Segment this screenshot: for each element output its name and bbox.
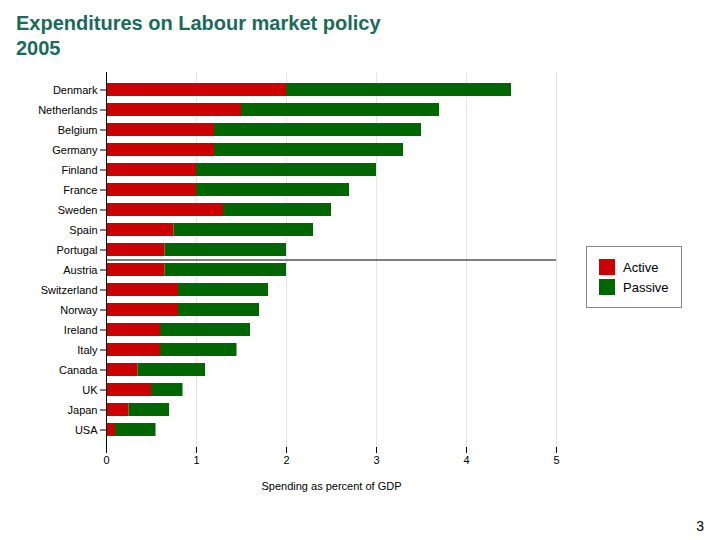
svg-text:Spending as percent of GDP: Spending as percent of GDP bbox=[261, 480, 401, 492]
svg-text:Denmark: Denmark bbox=[53, 84, 98, 96]
html-text:Active: Active bbox=[623, 259, 659, 275]
svg-text:Sweden: Sweden bbox=[58, 204, 98, 216]
svg-text:3: 3 bbox=[373, 454, 379, 466]
svg-text:5: 5 bbox=[553, 454, 559, 466]
html-text:Passive: Passive bbox=[623, 279, 669, 295]
svg-text:Ireland: Ireland bbox=[64, 324, 98, 336]
html-text:3: 3 bbox=[696, 518, 704, 534]
svg-text:2: 2 bbox=[283, 454, 289, 466]
svg-text:USA: USA bbox=[75, 424, 98, 436]
svg-text:0: 0 bbox=[103, 454, 109, 466]
svg-text:Portugal: Portugal bbox=[57, 244, 98, 256]
svg-text:Canada: Canada bbox=[59, 364, 98, 376]
svg-text:Finland: Finland bbox=[61, 164, 97, 176]
svg-text:Germany: Germany bbox=[52, 144, 98, 156]
svg-text:France: France bbox=[63, 184, 97, 196]
svg-text:Austria: Austria bbox=[63, 264, 98, 276]
svg-text:4: 4 bbox=[463, 454, 469, 466]
svg-text:Norway: Norway bbox=[60, 304, 98, 316]
svg-text:Netherlands: Netherlands bbox=[38, 104, 98, 116]
html-text:Expenditures on Labour market: Expenditures on Labour market policy bbox=[16, 12, 381, 34]
html-text:2005: 2005 bbox=[16, 37, 61, 59]
svg-text:1: 1 bbox=[193, 454, 199, 466]
svg-text:Italy: Italy bbox=[77, 344, 98, 356]
svg-text:Belgium: Belgium bbox=[58, 124, 98, 136]
svg-text:UK: UK bbox=[82, 384, 98, 396]
svg-text:Japan: Japan bbox=[68, 404, 98, 416]
svg-text:Switzerland: Switzerland bbox=[41, 284, 98, 296]
svg-text:Spain: Spain bbox=[69, 224, 97, 236]
